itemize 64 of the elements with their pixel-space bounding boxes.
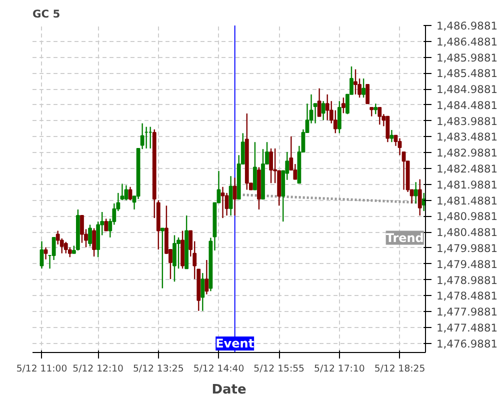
candlestick — [325, 94, 330, 121]
candlestick — [366, 84, 370, 104]
y-tick-label: 1,480.9881 — [436, 210, 498, 224]
y-tick-label: 1,485.4881 — [436, 67, 498, 80]
candlestick — [252, 141, 257, 190]
x-axis-title: Date — [212, 382, 246, 398]
candlestick — [200, 272, 205, 312]
y-tick-label: 1,481.4881 — [436, 194, 498, 208]
x-tick-label: 5/12 15:55 — [254, 364, 305, 374]
x-tick-label: 5/12 12:10 — [72, 364, 124, 374]
y-tick-label: 1,486.9881 — [436, 20, 498, 32]
y-tick-label: 1,476.9881 — [436, 337, 498, 350]
candlestick — [418, 178, 422, 216]
candlestick — [124, 184, 128, 201]
candlestick — [104, 218, 108, 232]
y-tick-label: 1,477.9881 — [436, 306, 498, 319]
candlestick — [414, 182, 418, 204]
candlestick — [386, 116, 390, 143]
y-tick-label: 1,478.4881 — [436, 290, 498, 303]
y-tick-label: 1,479.9881 — [436, 242, 498, 255]
y-tick-label: 1,479.4881 — [436, 258, 498, 271]
candlestick — [220, 186, 225, 219]
candlestick — [64, 241, 68, 254]
x-tick-label: 5/12 13:25 — [133, 364, 184, 374]
candlestick — [269, 148, 273, 184]
y-tick-label: 1,480.4881 — [436, 226, 498, 240]
y-tick-label: 1,481.9881 — [436, 178, 498, 192]
candlestick — [80, 214, 84, 244]
annotation: Event — [216, 336, 254, 350]
candlestick — [362, 78, 366, 98]
x-tick-label: 5/12 11:00 — [16, 364, 68, 374]
candlestick — [172, 234, 176, 282]
y-tick-label: 1,482.9881 — [436, 146, 498, 160]
candlestick — [128, 186, 132, 201]
candlestick — [337, 100, 342, 134]
x-tick-label: 5/12 14:40 — [193, 364, 244, 374]
candlestick — [341, 96, 346, 114]
x-tick-label: 5/12 17:10 — [314, 364, 365, 374]
x-tick-label: 5/12 18:25 — [374, 364, 426, 374]
y-tick-label: 1,483.4881 — [436, 130, 498, 144]
y-tick-label: 1,482.4881 — [436, 162, 498, 176]
candlestick — [378, 106, 382, 126]
candlestick — [390, 129, 394, 143]
candlestick — [228, 175, 233, 216]
candlestick — [160, 228, 164, 289]
y-tick-label: 1,485.9881 — [436, 51, 498, 64]
candlestick — [232, 177, 237, 216]
candlestick — [317, 88, 322, 117]
y-tick-label: 1,483.9881 — [436, 114, 498, 128]
candlestick — [52, 236, 56, 261]
candlestick — [92, 228, 96, 258]
candlestick — [354, 68, 358, 96]
candlestick — [44, 246, 48, 260]
y-tick-label: 1,477.4881 — [436, 321, 498, 334]
y-tick-label: 1,484.9881 — [436, 83, 498, 96]
text: Trend — [386, 230, 424, 245]
candlestick — [204, 259, 209, 295]
candlestick — [374, 103, 378, 115]
candlestick — [321, 100, 326, 121]
y-tick-label: 1,484.4881 — [436, 98, 498, 112]
candlestick — [88, 224, 92, 247]
y-tick-label: 1,486.4881 — [436, 35, 498, 48]
chart-title: GC 5 — [32, 8, 60, 20]
y-tick-label: 1,478.9881 — [436, 274, 498, 287]
